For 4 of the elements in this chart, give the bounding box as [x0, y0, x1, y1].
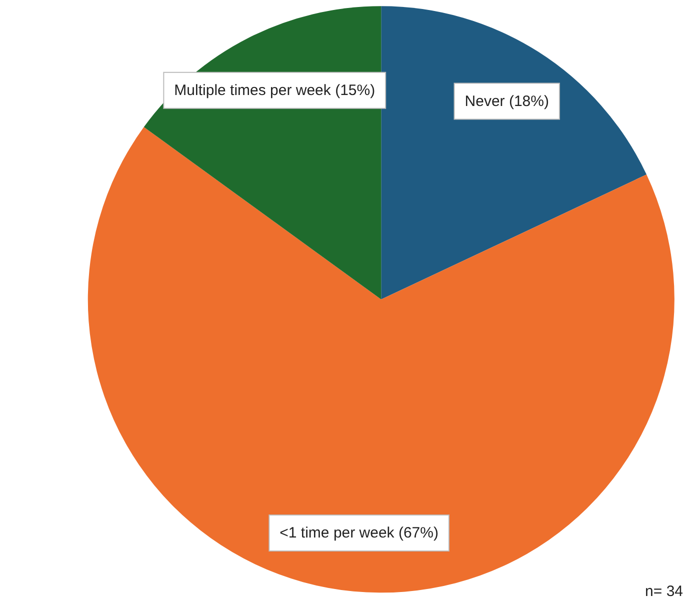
slice-label: <1 time per week (67%) — [280, 524, 438, 542]
slice-label: Never (18%) — [464, 92, 549, 110]
text: n= 34 — [645, 583, 684, 600]
slice-label: Multiple times per week (15%) — [174, 82, 376, 99]
